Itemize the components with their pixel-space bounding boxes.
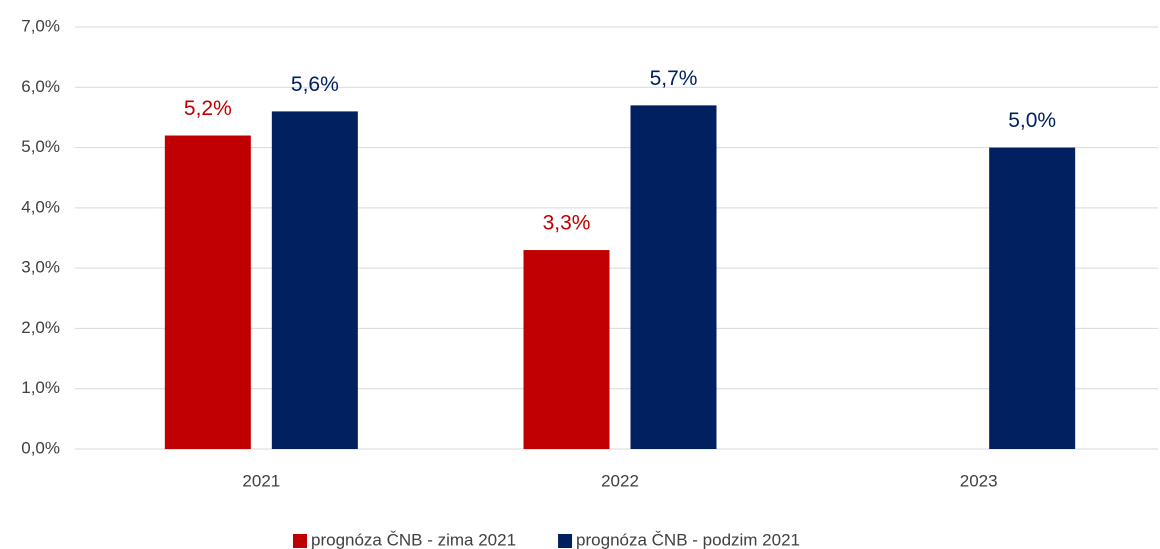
y-tick-label: 4,0%: [21, 197, 60, 216]
y-tick-label: 6,0%: [21, 77, 60, 96]
y-tick-label: 3,0%: [21, 258, 60, 277]
bar: [630, 105, 717, 449]
y-tick-label: 2,0%: [21, 318, 60, 337]
value-label: 5,0%: [1008, 109, 1056, 132]
value-label: 5,2%: [184, 97, 232, 120]
y-tick-label: 0,0%: [21, 438, 60, 457]
bar: [523, 250, 610, 449]
x-tick-label: 2022: [601, 471, 639, 490]
legend-label: prognóza ČNB - zima 2021: [311, 530, 516, 549]
y-tick-label: 7,0%: [21, 16, 60, 35]
legend-swatch: [293, 534, 307, 548]
legend-swatch: [558, 534, 573, 548]
x-tick-label: 2021: [242, 471, 280, 490]
bar: [271, 111, 358, 450]
bar: [989, 147, 1076, 450]
value-label: 5,6%: [291, 73, 339, 96]
bar: [164, 135, 251, 449]
legend-label: prognóza ČNB - podzim 2021: [576, 530, 800, 549]
x-tick-label: 2023: [960, 471, 998, 490]
value-label: 3,3%: [543, 212, 591, 235]
y-tick-label: 1,0%: [21, 378, 60, 397]
value-label: 5,7%: [650, 67, 698, 90]
y-tick-label: 5,0%: [21, 137, 60, 156]
